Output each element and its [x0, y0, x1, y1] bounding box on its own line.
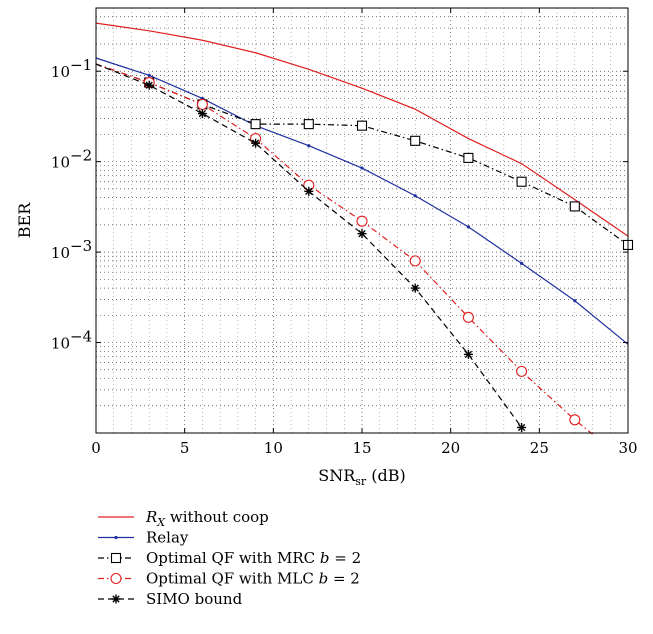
- legend-label: SIMO bound: [146, 590, 243, 608]
- x-axis-label-unit: (dB): [366, 466, 406, 485]
- marker-dot: [413, 194, 417, 198]
- marker-star-stroke: [251, 139, 260, 147]
- marker-star: [357, 229, 367, 239]
- y-axis-label: BER: [15, 202, 34, 238]
- x-tick-label: 10: [264, 439, 283, 457]
- marker-star-stroke: [145, 81, 153, 89]
- marker-star-stroke: [411, 284, 419, 292]
- marker-star: [111, 594, 121, 604]
- marker-star-stroke: [517, 423, 526, 432]
- marker-star: [463, 349, 473, 359]
- x-tick-label: 0: [91, 439, 101, 457]
- marker-square: [569, 201, 580, 212]
- marker-star: [144, 80, 154, 90]
- legend-label: RX without coop: [145, 508, 269, 529]
- x-axis-label-subscript: sr: [355, 475, 367, 488]
- marker-star-stroke: [358, 229, 366, 238]
- series-line-rx: [95, 22, 629, 237]
- marker-dot: [466, 225, 470, 229]
- legend-entry-relay: Relay: [98, 529, 189, 547]
- marker-star-stroke: [464, 350, 473, 359]
- legend-label: Relay: [146, 529, 189, 547]
- marker-star: [517, 423, 527, 433]
- marker-dot: [573, 299, 577, 303]
- x-tick-label: 30: [618, 439, 637, 457]
- marker-star: [410, 283, 420, 293]
- y-tick-label: 10: [51, 244, 70, 262]
- x-tick-label: 20: [441, 439, 460, 457]
- y-tick-label: 10: [51, 154, 70, 172]
- marker-circle: [356, 215, 368, 227]
- y-tick-label: 10: [51, 63, 70, 81]
- x-axis-label-main: SNR: [318, 466, 356, 485]
- series-rx: [95, 22, 629, 237]
- marker-star-stroke: [198, 109, 207, 118]
- x-tick-label: 25: [530, 439, 549, 457]
- marker-circle: [409, 255, 421, 267]
- series-layer: [95, 22, 634, 435]
- marker-square: [110, 552, 122, 564]
- x-tick-label: 5: [180, 439, 190, 457]
- marker-square: [250, 119, 261, 130]
- marker-circle: [462, 311, 474, 323]
- y-tick-label: 10: [51, 335, 70, 353]
- marker-square: [516, 176, 527, 187]
- marker-star: [251, 138, 261, 148]
- marker-dot: [147, 73, 151, 77]
- marker-square: [463, 152, 474, 163]
- legend-entry-rx: RX without coop: [98, 508, 269, 529]
- marker-dot: [307, 144, 311, 148]
- marker-circle: [569, 414, 581, 426]
- marker-star-stroke: [305, 187, 313, 195]
- marker-star-stroke: [112, 595, 120, 603]
- marker-circle: [110, 572, 122, 585]
- marker-square: [356, 120, 368, 131]
- y-tick-exponent: −2: [70, 147, 92, 165]
- x-axis-label: SNRsr (dB): [318, 466, 406, 488]
- y-tick-exponent: −1: [70, 56, 92, 74]
- legend-entry-simo: SIMO bound: [98, 590, 243, 608]
- series-simo: [95, 63, 527, 433]
- y-tick-exponent: −4: [70, 328, 92, 346]
- marker-star: [197, 109, 207, 119]
- grid-layer: [95, 7, 629, 434]
- legend-label: Optimal QF with MRC b = 2: [146, 549, 361, 567]
- marker-star: [304, 186, 314, 196]
- y-tick-exponent: −3: [70, 237, 92, 255]
- legend-entry-qf_mrc: Optimal QF with MRC b = 2: [98, 549, 361, 567]
- marker-dot: [114, 535, 118, 540]
- marker-square: [410, 135, 421, 146]
- marker-circle: [196, 98, 208, 110]
- marker-dot: [360, 166, 364, 170]
- marker-dot: [520, 261, 524, 266]
- legend-label: Optimal QF with MLC b = 2: [146, 570, 360, 588]
- marker-circle: [516, 365, 528, 377]
- marker-square: [303, 119, 314, 130]
- x-tick-label: 15: [352, 439, 371, 457]
- legend-entry-qf_mlc: Optimal QF with MLC b = 2: [98, 570, 360, 588]
